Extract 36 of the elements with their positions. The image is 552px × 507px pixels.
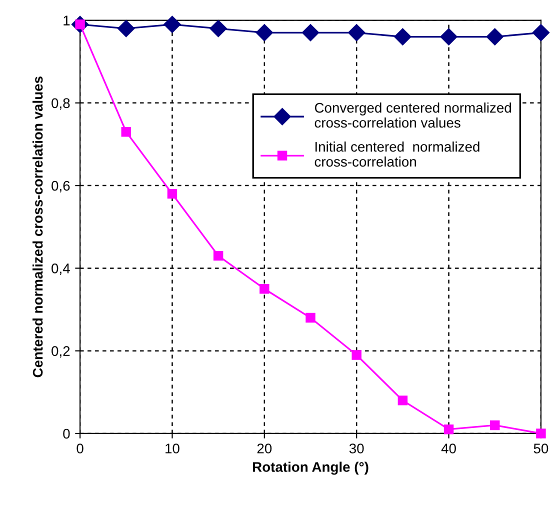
- point: [260, 284, 270, 294]
- y-axis-title: Centered normalized cross-correlation values: [32, 76, 43, 378]
- x-tick-label: 10: [166, 444, 180, 454]
- point: [306, 312, 316, 323]
- y-tick-label: 0,2: [52, 346, 70, 358]
- point: [352, 350, 362, 360]
- y-tick-label: 0,8: [52, 98, 70, 110]
- y-tick-label: 0,6: [52, 180, 70, 192]
- point: [444, 424, 454, 434]
- point: [164, 16, 181, 33]
- x-tick-label: 30: [349, 444, 364, 454]
- y-tick-label: 1: [64, 16, 70, 26]
- point: [213, 250, 224, 261]
- point: [167, 188, 178, 199]
- x-axis-title: Rotation Angle (°): [252, 462, 368, 475]
- point: [302, 24, 320, 42]
- point: [398, 396, 408, 406]
- x-tick-label: 20: [257, 444, 272, 454]
- point: [394, 28, 412, 46]
- point: [256, 24, 273, 42]
- x-tick-label: 0: [76, 444, 84, 454]
- point: [486, 28, 504, 46]
- point: [536, 428, 546, 438]
- legend-label: Initial centered normalized cross-correlation: [314, 142, 480, 167]
- y-tick-label: 0,4: [52, 264, 70, 276]
- legend-label: Converged centered normalized cross-correlation values: [314, 102, 511, 128]
- y-tick-label: 0: [63, 428, 70, 439]
- point: [210, 20, 227, 38]
- point: [348, 24, 366, 42]
- point: [490, 420, 500, 430]
- point: [532, 24, 550, 42]
- point: [440, 28, 458, 46]
- x-tick-label: 40: [441, 444, 456, 454]
- point: [121, 126, 131, 137]
- x-tick-label: 50: [534, 444, 548, 454]
- point: [118, 20, 135, 38]
